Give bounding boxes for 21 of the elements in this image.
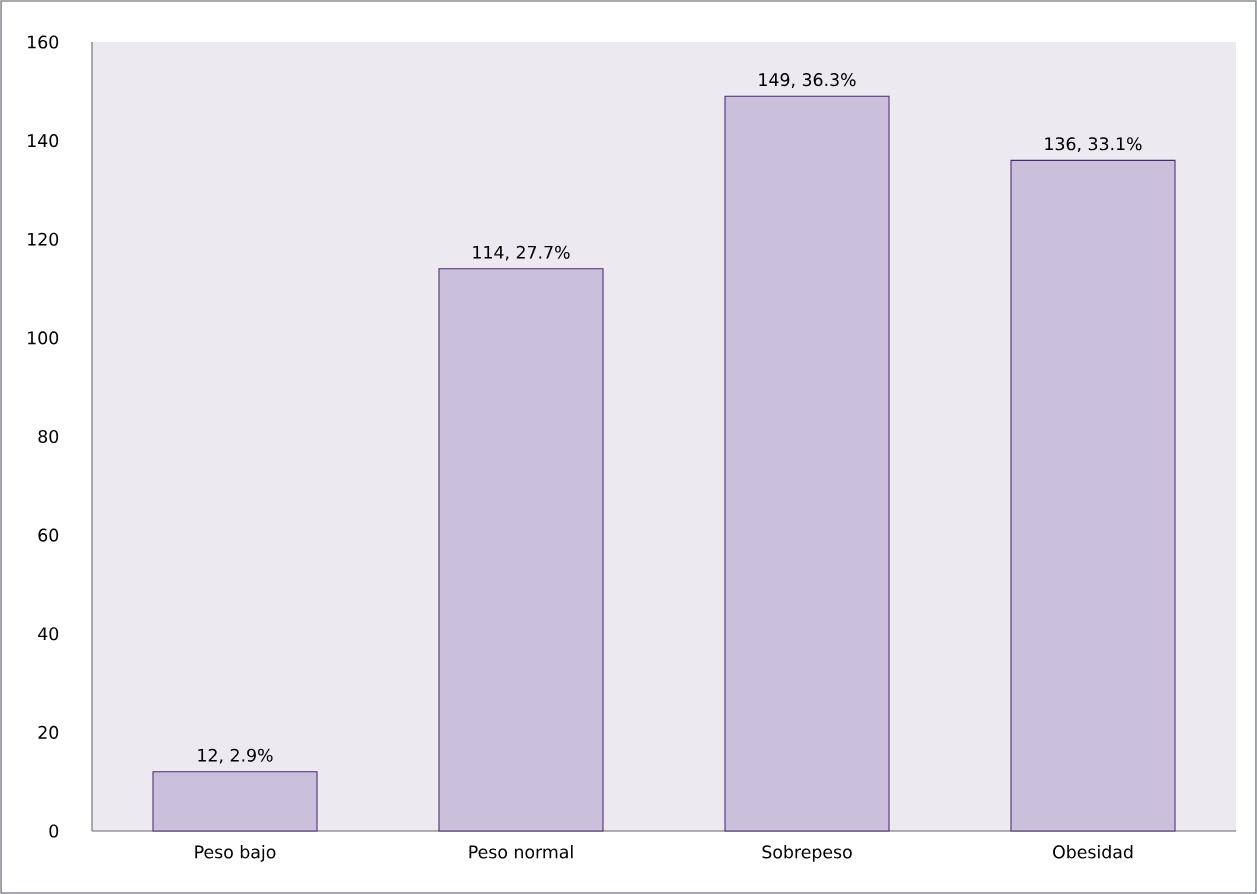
y-tick-label: 0 [49,824,59,838]
y-tick-label: 120 [28,232,59,246]
x-tick-label: Peso bajo [195,845,276,862]
data-label: 136, 33.1% [1045,137,1142,153]
y-tick-label: 80 [38,429,59,444]
y-tick-label: 140 [28,134,59,148]
bar [438,268,604,832]
data-label: 114, 27.7% [473,245,570,261]
y-tick-label: 100 [28,331,59,345]
x-tick-label: Obesidad [1053,845,1133,859]
bar [1010,159,1176,832]
y-tick-label: 40 [38,627,59,641]
data-label: 149, 36.3% [759,73,856,88]
y-tick-label: 160 [28,35,59,49]
y-tick-label: 20 [38,725,59,739]
x-tick-label: Peso normal [469,845,573,859]
data-label: 12, 2.9% [198,748,273,764]
bar [152,771,318,832]
bar [724,95,890,832]
x-tick-label: Sobrepeso [762,845,852,862]
y-tick-label: 60 [38,528,59,542]
